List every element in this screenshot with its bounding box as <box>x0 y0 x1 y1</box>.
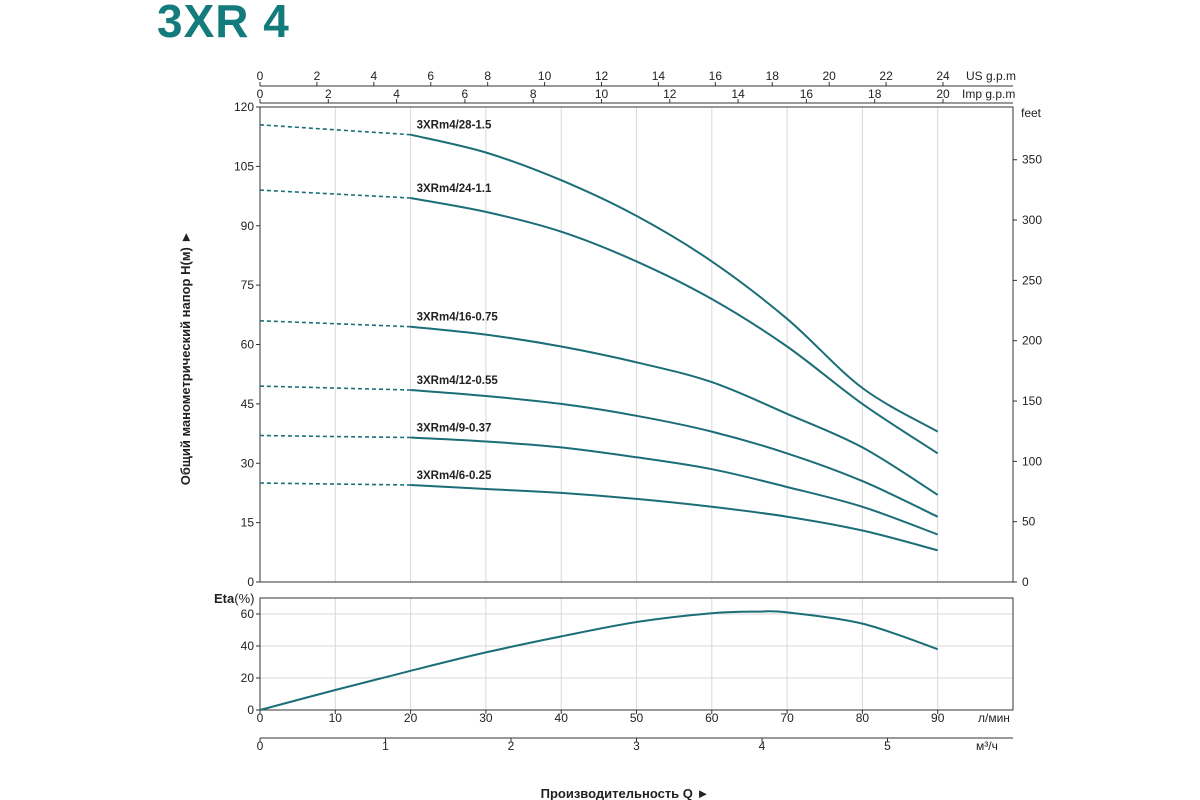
head-tick: 75 <box>241 278 255 292</box>
feet-tick: 250 <box>1022 273 1042 287</box>
us-gpm-tick: 8 <box>484 69 491 83</box>
curve-label: 3XRm4/6-0.25 <box>417 470 492 482</box>
imp-gpm-tick: 20 <box>936 87 950 101</box>
feet-label: feet <box>1021 106 1042 120</box>
imp-gpm-tick: 12 <box>663 87 677 101</box>
curve-label: 3XRm4/12-0.55 <box>417 375 499 387</box>
lpm-tick: 10 <box>329 711 343 725</box>
imp-gpm-tick: 0 <box>257 87 264 101</box>
imp-gpm-tick: 4 <box>393 87 400 101</box>
feet-tick: 300 <box>1022 213 1042 227</box>
head-curve <box>410 133 939 433</box>
imp-gpm-label: Imp g.p.m <box>962 87 1015 101</box>
us-gpm-tick: 24 <box>936 69 950 83</box>
curve-label: 3XRm4/9-0.37 <box>417 423 492 435</box>
us-gpm-tick: 14 <box>652 69 666 83</box>
head-curve <box>410 197 939 455</box>
us-gpm-tick: 22 <box>879 69 893 83</box>
m3h-unit-label: м³/ч <box>976 739 998 753</box>
us-gpm-tick: 20 <box>822 69 836 83</box>
imp-gpm-tick: 10 <box>595 87 609 101</box>
eff-axis-unit: (%) <box>234 591 254 606</box>
curve-label: 3XRm4/24-1.1 <box>417 183 492 195</box>
m3h-tick: 5 <box>884 739 891 753</box>
plot-frames <box>256 82 1017 742</box>
efficiency-curve <box>259 610 939 711</box>
feet-tick: 150 <box>1022 394 1042 408</box>
imp-gpm-tick: 16 <box>800 87 814 101</box>
m3h-tick: 2 <box>508 739 515 753</box>
m3h-tick: 1 <box>382 739 389 753</box>
x-axis-title: Производительность Q ► <box>541 786 710 800</box>
us-gpm-tick: 16 <box>709 69 723 83</box>
us-gpm-tick: 6 <box>427 69 434 83</box>
us-gpm-tick: 4 <box>370 69 377 83</box>
lpm-tick: 60 <box>705 711 719 725</box>
eff-axis-title: Eta(%) <box>214 591 254 606</box>
feet-tick: 350 <box>1022 153 1042 167</box>
page-title: 3XR 4 <box>157 0 290 47</box>
feet-tick: 50 <box>1022 515 1036 529</box>
head-curve <box>410 325 939 496</box>
imp-gpm-tick: 6 <box>462 87 469 101</box>
lpm-tick: 90 <box>931 711 945 725</box>
us-gpm-label: US g.p.m <box>966 69 1016 83</box>
lpm-tick: 50 <box>630 711 644 725</box>
head-tick: 0 <box>247 575 254 589</box>
us-gpm-tick: 2 <box>314 69 321 83</box>
grid <box>260 107 1013 710</box>
head-tick: 15 <box>241 516 255 530</box>
us-gpm-tick: 18 <box>766 69 780 83</box>
imp-gpm-tick: 2 <box>325 87 332 101</box>
lpm-tick: 70 <box>780 711 794 725</box>
imp-gpm-tick: 18 <box>868 87 882 101</box>
head-tick: 105 <box>234 159 254 173</box>
head-tick: 120 <box>234 100 254 114</box>
head-curve <box>410 389 939 518</box>
feet-tick: 100 <box>1022 454 1042 468</box>
head-curve <box>410 436 939 536</box>
eff-curve <box>259 610 939 711</box>
lpm-tick: 40 <box>555 711 569 725</box>
head-curves: 3XRm4/28-1.5 3XRm4/24-1.1 3XRm4/16-0.75 3XR… <box>259 120 939 552</box>
lpm-tick: 80 <box>856 711 870 725</box>
m3h-tick: 4 <box>759 739 766 753</box>
us-gpm-tick: 10 <box>538 69 552 83</box>
feet-tick: 200 <box>1022 334 1042 348</box>
head-tick: 45 <box>241 397 255 411</box>
eff-tick: 20 <box>241 671 255 685</box>
axis-labels: Общий манометрический напор H(м) ► Eta(%)… <box>178 231 709 800</box>
m3h-tick: 3 <box>633 739 640 753</box>
eff-tick: 40 <box>241 639 255 653</box>
eff-tick: 0 <box>247 703 254 717</box>
head-tick: 30 <box>241 456 255 470</box>
m3h-tick: 0 <box>257 739 264 753</box>
head-tick: 90 <box>241 219 255 233</box>
imp-gpm-tick: 14 <box>731 87 745 101</box>
lpm-unit-label: л/мин <box>978 711 1010 725</box>
head-tick: 60 <box>241 338 255 352</box>
imp-gpm-tick: 8 <box>530 87 537 101</box>
us-gpm-tick: 12 <box>595 69 609 83</box>
curve-label: 3XRm4/16-0.75 <box>417 312 499 324</box>
lpm-tick: 20 <box>404 711 418 725</box>
lpm-tick: 30 <box>479 711 493 725</box>
feet-tick: 0 <box>1022 575 1029 589</box>
head-curve <box>410 484 938 552</box>
curve-label: 3XRm4/28-1.5 <box>417 120 492 132</box>
head-axis-title: Общий манометрический напор H(м) ► <box>178 231 193 485</box>
us-gpm-tick: 0 <box>257 69 264 83</box>
lpm-tick: 0 <box>257 711 264 725</box>
tick-labels: 0 2 4 6 8 10 12 14 16 18 20 22 24 US g.p.m0 2 4 6 8 10 12 14… <box>234 69 1042 753</box>
eff-tick: 60 <box>241 607 255 621</box>
